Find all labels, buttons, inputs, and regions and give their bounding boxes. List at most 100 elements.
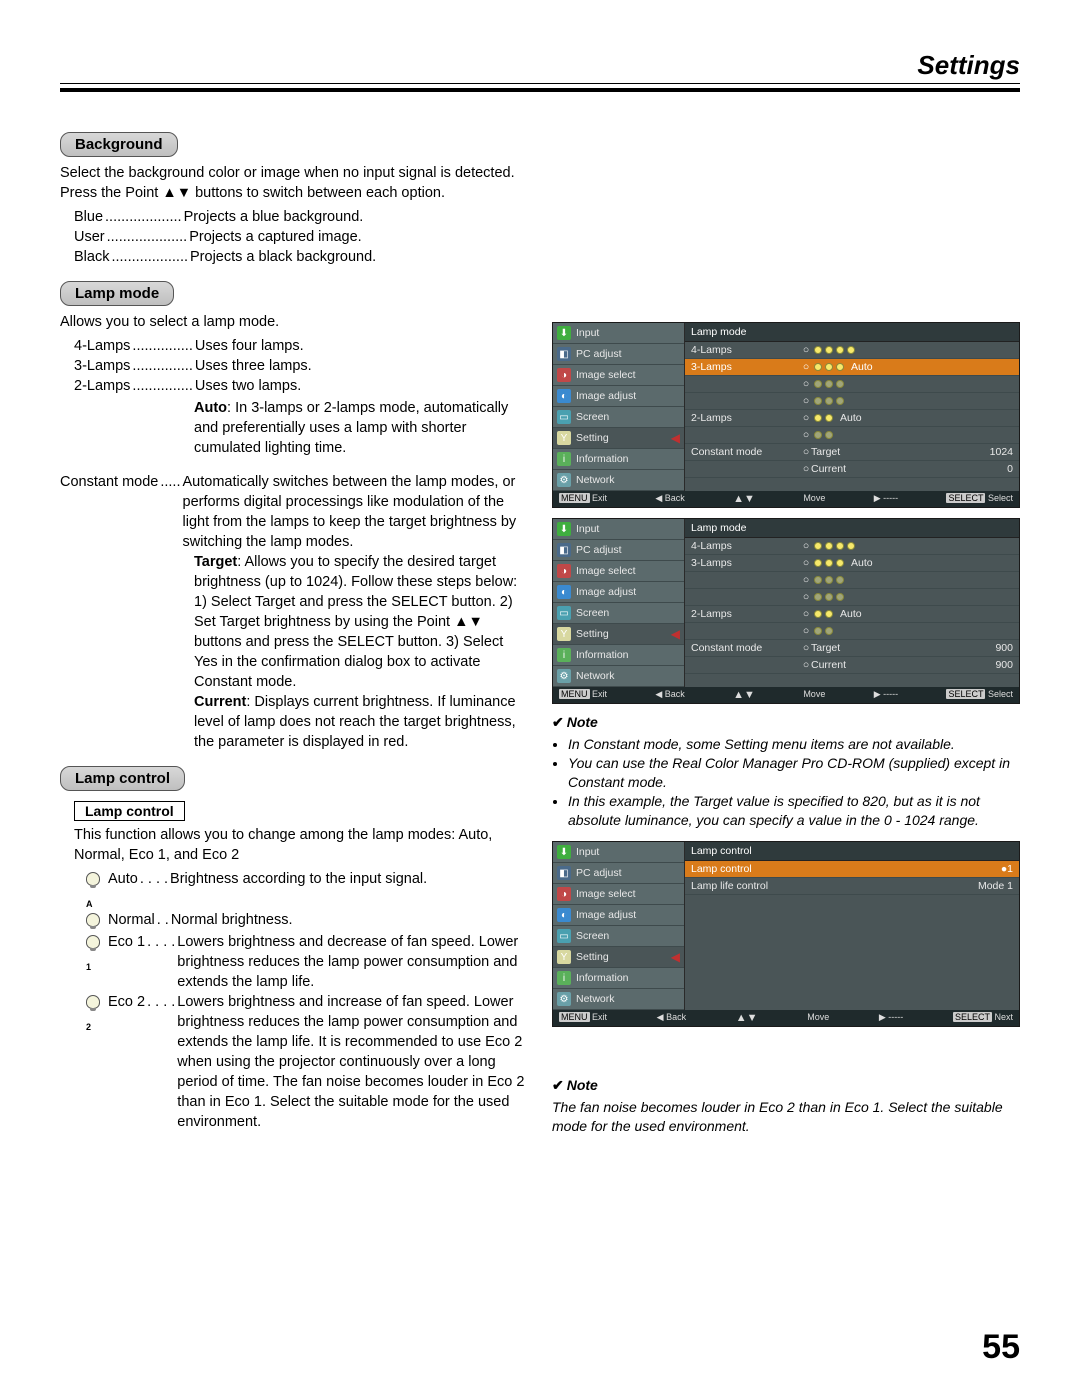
menu-side-item: ◐ Image adjust (553, 905, 684, 926)
def-row: 3-Lamps ............... Uses three lamps… (74, 356, 528, 376)
menu-side-item: ⬇ Input (553, 842, 684, 863)
def-row: 4-Lamps ............... Uses four lamps. (74, 336, 528, 356)
menu-side-icon: ⬇ (557, 845, 571, 859)
def-term: 4-Lamps (74, 336, 130, 356)
menu-row: ○ (685, 623, 1019, 640)
selected-arrow-icon: ◀ (671, 950, 680, 964)
menu-side-item: ◑ Image select (553, 884, 684, 905)
menu-side-label: Image adjust (576, 390, 636, 402)
menu-side-icon: ◧ (557, 866, 571, 880)
menu-footer: MENU Exit ◀ Back ▲▼ Move ▶ ----- SELECT … (553, 687, 1019, 703)
def-dots: ............... (130, 356, 194, 376)
menu-row: ○ (685, 393, 1019, 410)
def-row: Black ................... Projects a bla… (74, 247, 528, 267)
current-label: Current (194, 694, 246, 710)
menu-screenshot-1: ⬇ Input ◧ PC adjust ◑ Image select ◐ Ima… (552, 322, 1020, 508)
lc-term: Auto (108, 869, 138, 910)
menu-side-label: Image adjust (576, 586, 636, 598)
lc-dots: . . . . (138, 869, 170, 910)
lampmode-head: Lamp mode (60, 281, 174, 306)
note1-body: In Constant mode, some Setting menu item… (552, 735, 1020, 829)
menu-side-icon: ⚙ (557, 669, 571, 683)
menu-row: 4-Lamps ○ (685, 538, 1019, 555)
lampmode-intro: Allows you to select a lamp mode. (60, 312, 528, 332)
note1-head: Note (552, 714, 1020, 731)
menu-side-label: Input (576, 523, 599, 535)
def-desc: Uses two lamps. (195, 376, 528, 396)
menu-side-item: ▭ Screen (553, 926, 684, 947)
note-item: In Constant mode, some Setting menu item… (568, 735, 1020, 754)
menu-side-item: Y Setting ◀ (553, 624, 684, 645)
note2-body: The fan noise becomes louder in Eco 2 th… (552, 1098, 1020, 1136)
menu-sidebar: ⬇ Input ◧ PC adjust ◑ Image select ◐ Ima… (553, 842, 685, 1010)
menu-side-item: ◐ Image adjust (553, 582, 684, 603)
menu-kv-row: Constant mode ○ Target900 (685, 640, 1019, 657)
menu-side-item: ⚙ Network (553, 666, 684, 687)
def-desc: Projects a black background. (190, 247, 528, 267)
menu-side-icon: Y (557, 431, 571, 445)
note2-head: Note (552, 1077, 1020, 1094)
menu-side-icon: Y (557, 950, 571, 964)
menu-side-label: Screen (576, 930, 609, 942)
def-desc: Projects a captured image. (189, 227, 528, 247)
def-dots: ................... (103, 207, 184, 227)
menu-side-icon: ◐ (557, 908, 571, 922)
menu-side-icon: i (557, 452, 571, 466)
menu-sidebar: ⬇ Input ◧ PC adjust ◑ Image select ◐ Ima… (553, 323, 685, 491)
target-label: Target (194, 554, 237, 570)
menu-side-label: Input (576, 327, 599, 339)
menu-side-label: Image select (576, 565, 636, 577)
menu-sidebar: ⬇ Input ◧ PC adjust ◑ Image select ◐ Ima… (553, 519, 685, 687)
menu-side-icon: ⚙ (557, 473, 571, 487)
menu-side-label: Setting (576, 432, 609, 444)
menu-row: Lamp control●1 (685, 861, 1019, 878)
lamp-control-row: 2 Eco 2 . . . . Lowers brightness and in… (86, 992, 528, 1132)
menu-row: 4-Lamps ○ (685, 342, 1019, 359)
def-term: 2-Lamps (74, 376, 130, 396)
page-number: 55 (982, 1328, 1020, 1367)
lamp-control-row: A Auto . . . . Brightness according to t… (86, 869, 528, 910)
auto-text: : In 3-lamps or 2-lamps mode, automatica… (194, 400, 508, 456)
def-term: 3-Lamps (74, 356, 130, 376)
def-dots: ................... (109, 247, 190, 267)
lamp-control-row: Normal . . Normal brightness. (86, 910, 528, 931)
lc-dots: . . . . (145, 992, 177, 1132)
lc-desc: Brightness according to the input signal… (170, 869, 528, 910)
menu-side-label: Network (576, 993, 615, 1005)
menu-side-label: Network (576, 670, 615, 682)
menu-side-label: Input (576, 846, 599, 858)
menu-side-label: Image select (576, 888, 636, 900)
menu-row: 2-Lamps ○ Auto (685, 410, 1019, 427)
menu-side-icon: ◑ (557, 564, 571, 578)
def-row: User .................... Projects a cap… (74, 227, 528, 247)
lc-desc: Lowers brightness and decrease of fan sp… (177, 932, 528, 992)
menu-side-label: Information (576, 453, 629, 465)
menu-side-icon: ◑ (557, 887, 571, 901)
menu-row: ○ (685, 572, 1019, 589)
menu-title: Lamp control (685, 842, 1019, 861)
menu-side-item: i Information (553, 968, 684, 989)
bulb-icon (86, 935, 100, 949)
def-row: 2-Lamps ............... Uses two lamps. (74, 376, 528, 396)
bulb-icon (86, 913, 100, 927)
menu-side-icon: ◧ (557, 347, 571, 361)
lampcontrol-intro: This function allows you to change among… (74, 825, 528, 865)
menu-side-item: ◑ Image select (553, 561, 684, 582)
menu-side-label: Setting (576, 628, 609, 640)
menu-main: Lamp mode 4-Lamps ○ 3-Lamps ○ Auto ○ ○ 2… (685, 323, 1019, 491)
menu-side-label: PC adjust (576, 348, 622, 360)
page-title: Settings (60, 50, 1020, 92)
menu-title: Lamp mode (685, 519, 1019, 538)
menu-side-item: ◧ PC adjust (553, 863, 684, 884)
lc-term: Eco 2 (108, 992, 145, 1132)
def-row: Blue ................... Projects a blue… (74, 207, 528, 227)
menu-side-item: ◧ PC adjust (553, 344, 684, 365)
menu-side-item: ⚙ Network (553, 470, 684, 491)
menu-side-item: ◧ PC adjust (553, 540, 684, 561)
lc-desc: Lowers brightness and increase of fan sp… (177, 992, 528, 1132)
menu-side-item: Y Setting ◀ (553, 947, 684, 968)
menu-row: 3-Lamps ○ Auto (685, 555, 1019, 572)
lc-term: Eco 1 (108, 932, 145, 992)
menu-side-label: Information (576, 649, 629, 661)
menu-row: ○ (685, 589, 1019, 606)
